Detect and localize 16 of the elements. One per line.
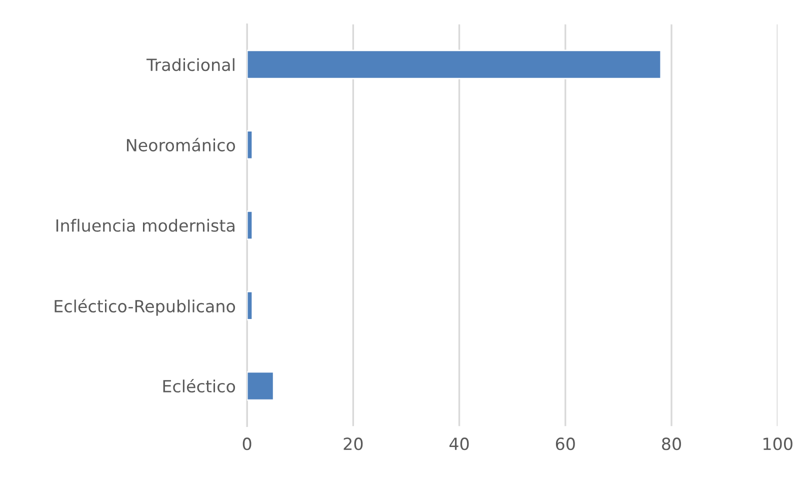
bar: [247, 210, 254, 240]
y-tick-label: Ecléctico-Republicano: [54, 298, 236, 316]
bar: [247, 371, 274, 401]
x-tick-label: 100: [764, 438, 792, 450]
x-tick-label: 0: [242, 438, 252, 450]
x-tick-label: 20: [344, 438, 363, 450]
bar: [247, 130, 254, 160]
y-tick-label: Tradicional: [146, 58, 234, 72]
bar: [247, 290, 254, 320]
bar: [247, 50, 662, 80]
x-tick-label: 60: [556, 438, 575, 450]
x-tick-label: 80: [662, 438, 681, 450]
y-tick-label: Ecléctico: [163, 378, 236, 393]
y-tick-label: Influencia modernista: [56, 218, 234, 232]
x-tick-label: 40: [449, 438, 469, 450]
y-tick-label: Neorománico: [126, 138, 236, 152]
